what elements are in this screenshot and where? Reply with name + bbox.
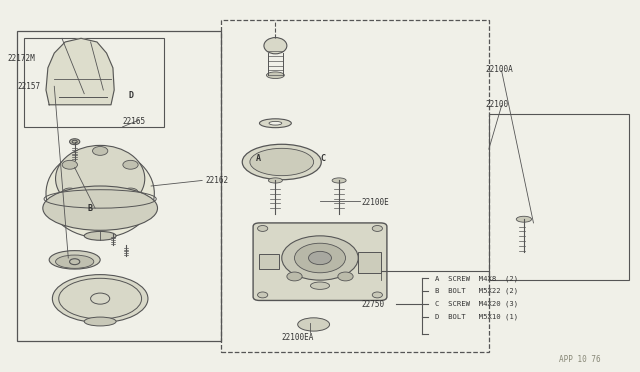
Ellipse shape — [123, 188, 138, 197]
Text: A: A — [256, 154, 261, 163]
Circle shape — [372, 225, 383, 231]
Text: 22162: 22162 — [205, 176, 228, 185]
Text: 22750: 22750 — [362, 300, 385, 309]
Ellipse shape — [310, 282, 330, 289]
Ellipse shape — [332, 178, 346, 183]
Circle shape — [257, 225, 268, 231]
Ellipse shape — [298, 318, 330, 331]
Ellipse shape — [294, 243, 346, 273]
Ellipse shape — [62, 160, 77, 169]
Ellipse shape — [250, 148, 314, 176]
FancyBboxPatch shape — [259, 254, 278, 269]
Polygon shape — [46, 38, 114, 105]
Text: C  SCREW  M4X20 (3): C SCREW M4X20 (3) — [435, 301, 518, 307]
Ellipse shape — [49, 251, 100, 269]
Text: 22165: 22165 — [122, 117, 145, 126]
Ellipse shape — [269, 121, 282, 125]
Ellipse shape — [62, 188, 77, 197]
Ellipse shape — [266, 72, 284, 78]
Text: 22157: 22157 — [17, 82, 40, 91]
Text: C: C — [320, 154, 325, 163]
Text: 22100EA: 22100EA — [282, 333, 314, 342]
Ellipse shape — [56, 145, 145, 212]
Ellipse shape — [46, 149, 154, 238]
Circle shape — [287, 272, 302, 281]
Text: APP 10 76: APP 10 76 — [559, 355, 600, 364]
Ellipse shape — [243, 144, 321, 180]
Ellipse shape — [52, 275, 148, 323]
Ellipse shape — [268, 178, 282, 183]
Ellipse shape — [259, 119, 291, 128]
Circle shape — [257, 292, 268, 298]
Text: B: B — [88, 203, 92, 213]
Ellipse shape — [84, 317, 116, 326]
Ellipse shape — [93, 202, 108, 211]
Text: B  BOLT   M5X22 (2): B BOLT M5X22 (2) — [435, 288, 518, 295]
Ellipse shape — [43, 186, 157, 230]
Text: 22100: 22100 — [486, 100, 509, 109]
Ellipse shape — [56, 255, 94, 268]
Text: D: D — [129, 91, 134, 100]
Text: A  SCREW  M4X8  (2): A SCREW M4X8 (2) — [435, 275, 518, 282]
Text: 22100A: 22100A — [486, 65, 513, 74]
Ellipse shape — [84, 231, 116, 240]
Text: 22100E: 22100E — [362, 198, 389, 207]
Ellipse shape — [123, 160, 138, 169]
FancyBboxPatch shape — [253, 223, 387, 301]
Ellipse shape — [93, 147, 108, 155]
FancyBboxPatch shape — [358, 253, 381, 273]
Text: 22172M: 22172M — [8, 54, 35, 63]
Ellipse shape — [282, 236, 358, 280]
Circle shape — [338, 272, 353, 281]
Circle shape — [308, 251, 332, 264]
Ellipse shape — [516, 216, 532, 222]
Text: D  BOLT   M5X10 (1): D BOLT M5X10 (1) — [435, 314, 518, 320]
Ellipse shape — [264, 38, 287, 54]
Circle shape — [70, 139, 80, 145]
Circle shape — [372, 292, 383, 298]
